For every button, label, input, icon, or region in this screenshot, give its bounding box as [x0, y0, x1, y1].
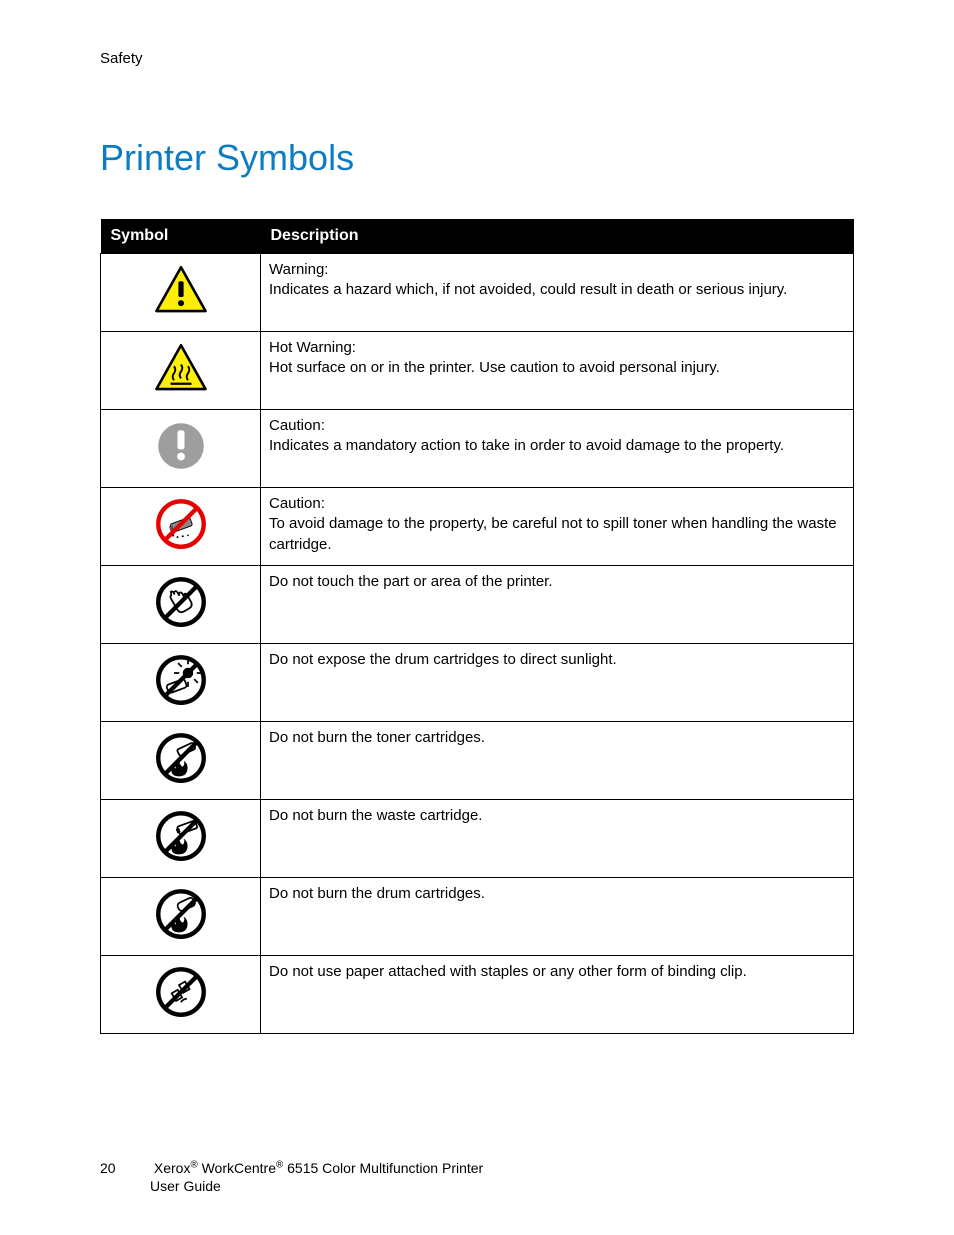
no-burn-drum-icon [101, 878, 261, 956]
table-row: Do not burn the waste cartridge. [101, 800, 854, 878]
no-spill-toner-icon [101, 488, 261, 566]
symbol-description: Hot Warning:Hot surface on or in the pri… [261, 332, 854, 410]
table-row: Do not burn the toner cartridges. [101, 722, 854, 800]
column-header-symbol: Symbol [101, 219, 261, 254]
symbol-description: Warning:Indicates a hazard which, if not… [261, 254, 854, 332]
description-title: Warning: [269, 260, 845, 280]
description-body: Do not expose the drum cartridges to dir… [269, 650, 845, 670]
table-row: Do not touch the part or area of the pri… [101, 566, 854, 644]
symbol-description: Do not burn the toner cartridges. [261, 722, 854, 800]
symbol-description: Caution:To avoid damage to the property,… [261, 488, 854, 566]
symbol-description: Do not burn the waste cartridge. [261, 800, 854, 878]
description-title: Caution: [269, 494, 845, 514]
description-body: Hot surface on or in the printer. Use ca… [269, 358, 845, 378]
hot-warning-icon [101, 332, 261, 410]
table-row: Do not use paper attached with staples o… [101, 956, 854, 1034]
table-row: Caution:Indicates a mandatory action to … [101, 410, 854, 488]
symbol-description: Do not expose the drum cartridges to dir… [261, 644, 854, 722]
no-burn-toner-icon [101, 722, 261, 800]
description-title: Hot Warning: [269, 338, 845, 358]
column-header-description: Description [261, 219, 854, 254]
description-body: Do not burn the drum cartridges. [269, 884, 845, 904]
page-footer: 20 Xerox® WorkCentre® 6515 Color Multifu… [100, 1159, 483, 1195]
printer-symbols-table: Symbol Description Warning:Indicates a h… [100, 219, 854, 1034]
description-body: Do not burn the toner cartridges. [269, 728, 845, 748]
table-row: Hot Warning:Hot surface on or in the pri… [101, 332, 854, 410]
no-sunlight-icon [101, 644, 261, 722]
table-header-row: Symbol Description [101, 219, 854, 254]
footer-product: Xerox® WorkCentre® 6515 Color Multifunct… [154, 1160, 483, 1176]
symbol-description: Caution:Indicates a mandatory action to … [261, 410, 854, 488]
footer-guide: User Guide [150, 1178, 221, 1194]
symbol-description: Do not touch the part or area of the pri… [261, 566, 854, 644]
no-burn-waste-icon [101, 800, 261, 878]
description-body: Do not burn the waste cartridge. [269, 806, 845, 826]
no-touch-icon [101, 566, 261, 644]
symbol-description: Do not use paper attached with staples o… [261, 956, 854, 1034]
page-title: Printer Symbols [100, 137, 854, 179]
description-body: Do not use paper attached with staples o… [269, 962, 845, 982]
table-row: Do not expose the drum cartridges to dir… [101, 644, 854, 722]
description-body: To avoid damage to the property, be care… [269, 514, 845, 555]
symbol-description: Do not burn the drum cartridges. [261, 878, 854, 956]
page-number: 20 [100, 1159, 150, 1177]
section-label: Safety [100, 50, 854, 67]
table-row: Warning:Indicates a hazard which, if not… [101, 254, 854, 332]
no-staples-icon [101, 956, 261, 1034]
description-body: Do not touch the part or area of the pri… [269, 572, 845, 592]
table-body: Warning:Indicates a hazard which, if not… [101, 254, 854, 1034]
caution-circle-icon [101, 410, 261, 488]
warning-triangle-icon [101, 254, 261, 332]
table-row: Caution:To avoid damage to the property,… [101, 488, 854, 566]
description-title: Caution: [269, 416, 845, 436]
description-body: Indicates a hazard which, if not avoided… [269, 280, 845, 300]
table-row: Do not burn the drum cartridges. [101, 878, 854, 956]
description-body: Indicates a mandatory action to take in … [269, 436, 845, 456]
